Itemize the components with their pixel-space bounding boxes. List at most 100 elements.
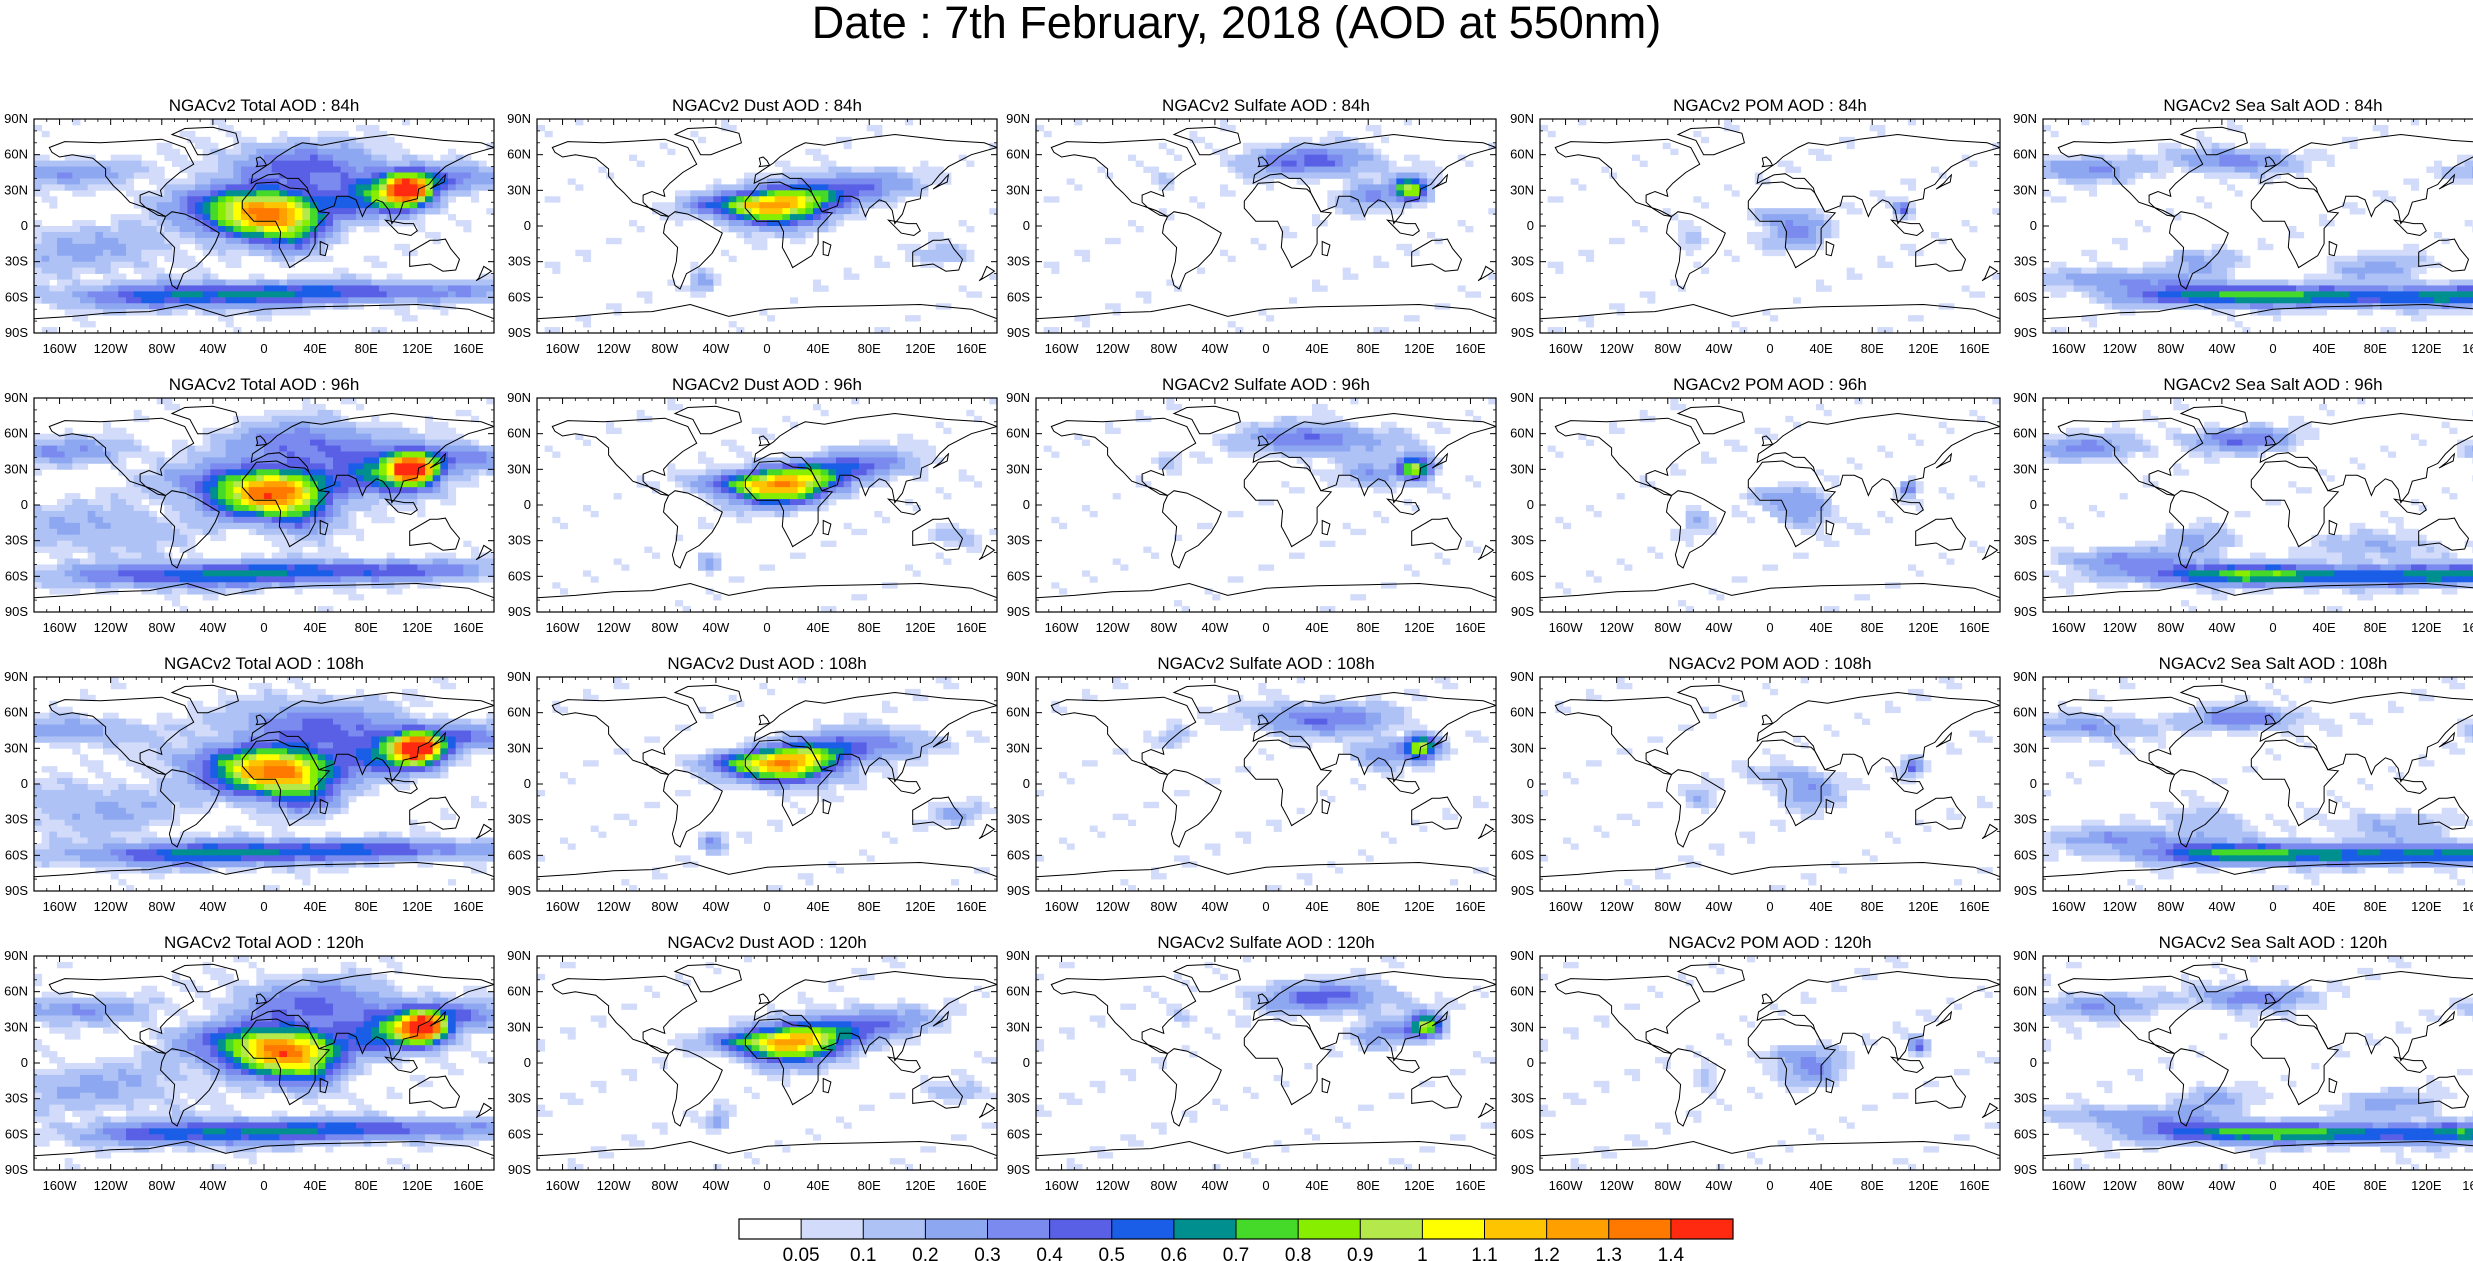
lon-tick-label: 160E (1959, 341, 1990, 356)
lon-tick-label: 80W (1150, 899, 1177, 914)
lon-tick-label: 80E (2364, 341, 2387, 356)
lon-tick-label: 40E (807, 620, 830, 635)
panel-title: NGACv2 Dust AOD : 84h (672, 96, 862, 115)
colorbar-swatch (1298, 1219, 1361, 1239)
panel-title: NGACv2 Dust AOD : 96h (672, 375, 862, 394)
lon-tick-label: 80W (651, 620, 678, 635)
lon-tick-label: 40W (703, 899, 730, 914)
lon-tick-label: 40W (1706, 620, 1733, 635)
lat-tick-label: 90N (1510, 948, 1534, 963)
colorbar-swatch (987, 1219, 1050, 1239)
lat-tick-label: 0 (524, 1055, 531, 1070)
lon-tick-label: 0 (1262, 341, 1269, 356)
lon-tick-label: 160W (1549, 899, 1584, 914)
panel-title: NGACv2 Sulfate AOD : 120h (1157, 933, 1374, 952)
lat-tick-label: 90S (1511, 1162, 1534, 1177)
lat-tick-label: 30N (1006, 182, 1030, 197)
lat-tick-label: 90N (4, 111, 28, 126)
lon-tick-label: 40W (1706, 899, 1733, 914)
aod-field (34, 398, 494, 612)
lon-tick-label: 160W (1549, 620, 1584, 635)
lat-tick-label: 60S (508, 847, 531, 862)
lon-tick-label: 120E (2411, 1178, 2442, 1193)
lon-tick-label: 0 (1766, 1178, 1773, 1193)
lon-tick-label: 80E (1357, 341, 1380, 356)
coastlines (1036, 963, 1496, 1170)
lat-tick-label: 30N (507, 182, 531, 197)
aod-field (2043, 956, 2473, 1170)
lon-tick-label: 160W (43, 620, 78, 635)
lon-tick-label: 40W (703, 1178, 730, 1193)
lat-tick-label: 30S (1007, 533, 1030, 548)
aod-field (1036, 956, 1496, 1170)
lon-tick-label: 40E (1810, 620, 1833, 635)
colorbar-label: 0.9 (1347, 1245, 1373, 1261)
lat-tick-label: 60N (1510, 984, 1534, 999)
map-panel-10: NGACv2 Total AOD : 108h 90N 60N 30N 0 30S 60S 9… (4, 654, 495, 914)
lat-tick-label: 30N (2013, 461, 2037, 476)
lat-tick-label: 30N (2013, 182, 2037, 197)
lon-tick-label: 40W (703, 620, 730, 635)
lon-tick-label: 80W (651, 341, 678, 356)
aod-field (2043, 119, 2473, 333)
lon-tick-label: 80W (1150, 1178, 1177, 1193)
coastlines (537, 684, 997, 891)
coastlines (1540, 684, 2000, 891)
lon-tick-label: 160W (2052, 1178, 2087, 1193)
lat-tick-label: 60S (1007, 289, 1030, 304)
colorbar-swatch (863, 1219, 926, 1239)
lon-tick-label: 80E (858, 341, 881, 356)
lon-tick-label: 120W (1096, 341, 1131, 356)
colorbar-label: 1.3 (1596, 1245, 1622, 1261)
lat-tick-label: 60S (5, 568, 28, 583)
lat-tick-label: 90S (5, 604, 28, 619)
lon-tick-label: 120E (1908, 899, 1939, 914)
lat-tick-label: 30N (2013, 1019, 2037, 1034)
lon-tick-label: 40E (1306, 620, 1329, 635)
lat-tick-label: 0 (21, 1055, 28, 1070)
lon-tick-label: 120W (2103, 1178, 2138, 1193)
lon-tick-label: 160W (2052, 899, 2087, 914)
lon-tick-label: 120W (1096, 620, 1131, 635)
lat-tick-label: 90S (1511, 604, 1534, 619)
lat-tick-label: 60S (2014, 1126, 2037, 1141)
lat-tick-label: 30S (2014, 533, 2037, 548)
lat-tick-label: 0 (1023, 218, 1030, 233)
lat-tick-label: 60N (507, 426, 531, 441)
map-panel-15: NGACv2 Total AOD : 120h 90N 60N 30N 0 30S 60S 9… (4, 933, 495, 1193)
lon-tick-label: 160W (546, 620, 581, 635)
map-panel-0: NGACv2 Total AOD : 84h 90N 60N 30N 0 30S 60S 90… (4, 96, 495, 356)
lat-tick-label: 0 (1023, 1055, 1030, 1070)
lat-tick-label: 60S (1511, 289, 1534, 304)
lat-tick-label: 90N (507, 111, 531, 126)
colorbar-swatch (1484, 1219, 1547, 1239)
lat-tick-label: 90N (1006, 111, 1030, 126)
lat-tick-label: 60S (2014, 568, 2037, 583)
lat-tick-label: 30N (2013, 740, 2037, 755)
lat-tick-label: 30S (5, 254, 28, 269)
map-panel-12: NGACv2 Sulfate AOD : 108h 90N 60N 30N 0 30S 60… (1006, 654, 1497, 914)
map-panel-13: NGACv2 POM AOD : 108h 90N 60N 30N 0 30S 60S 90S… (1510, 654, 2001, 914)
lat-tick-label: 30S (2014, 812, 2037, 827)
lon-tick-label: 0 (1766, 341, 1773, 356)
lon-tick-label: 120W (597, 620, 632, 635)
coastlines (1036, 405, 1496, 612)
lon-tick-label: 120W (597, 1178, 632, 1193)
aod-field (1540, 677, 1993, 891)
lon-tick-label: 40E (2313, 620, 2336, 635)
lon-tick-label: 160E (1455, 341, 1486, 356)
lon-tick-label: 40E (304, 899, 327, 914)
map-panel-3: NGACv2 POM AOD : 84h 90N 60N 30N 0 30S 60S 90S 1… (1510, 96, 2001, 356)
map-panel-14: NGACv2 Sea Salt AOD : 108h 90N 60N 30N 0 30S 6… (2013, 654, 2473, 914)
lat-tick-label: 30N (4, 461, 28, 476)
lon-tick-label: 40W (200, 620, 227, 635)
lon-tick-label: 0 (1766, 620, 1773, 635)
lon-tick-label: 40E (807, 899, 830, 914)
lon-tick-label: 160E (1959, 620, 1990, 635)
lon-tick-label: 80W (148, 341, 175, 356)
lat-tick-label: 60N (4, 984, 28, 999)
map-panel-4: NGACv2 Sea Salt AOD : 84h 90N 60N 30N 0 30S 60… (2013, 96, 2473, 356)
lon-tick-label: 40W (2209, 1178, 2236, 1193)
panel-title: NGACv2 Sulfate AOD : 96h (1162, 375, 1370, 394)
panel-title: NGACv2 Sea Salt AOD : 108h (2159, 654, 2388, 673)
